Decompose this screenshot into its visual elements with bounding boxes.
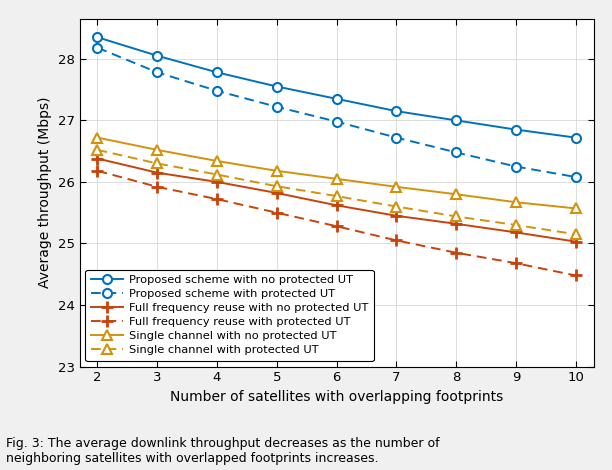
Y-axis label: Average throughput (Mbps): Average throughput (Mbps) (38, 97, 52, 289)
Legend: Proposed scheme with no protected UT, Proposed scheme with protected UT, Full fr: Proposed scheme with no protected UT, Pr… (85, 270, 373, 361)
Text: Fig. 3: The average downlink throughput decreases as the number of
neighboring s: Fig. 3: The average downlink throughput … (6, 437, 440, 465)
X-axis label: Number of satellites with overlapping footprints: Number of satellites with overlapping fo… (170, 390, 503, 404)
